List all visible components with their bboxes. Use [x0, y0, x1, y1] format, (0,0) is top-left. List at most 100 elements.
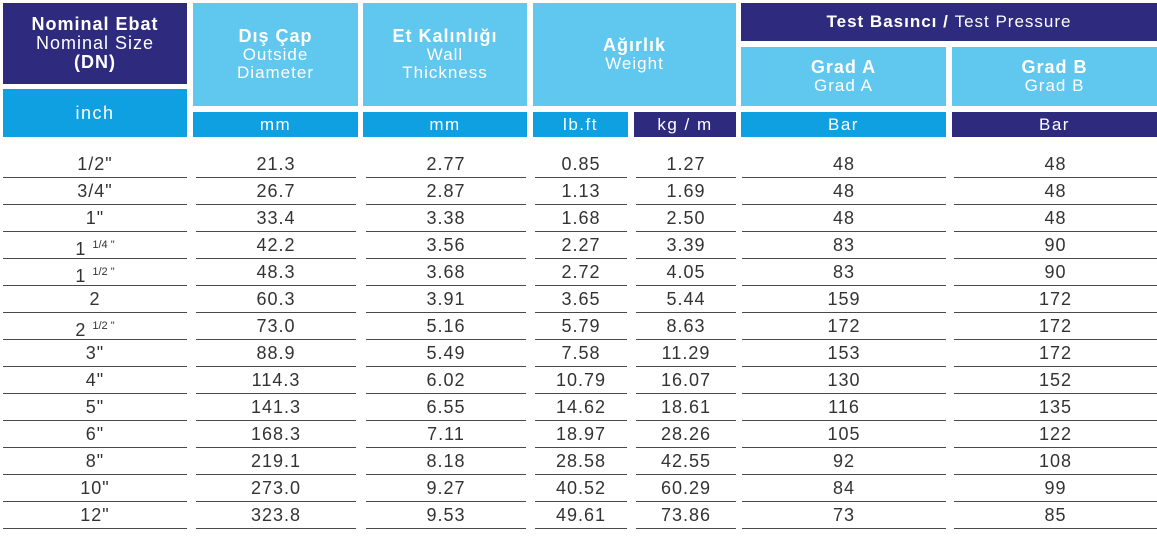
cell-nominal-size: 2	[3, 286, 187, 313]
cell-wall-thickness: 3.68	[366, 259, 526, 286]
cell-wall-thickness: 2.77	[366, 151, 526, 178]
cell-weight-lbft: 1.68	[535, 205, 627, 232]
cell-outside-diameter: 219.1	[196, 448, 356, 475]
header-wall-thickness: Et Kalınlığı Wall Thickness	[363, 3, 527, 106]
cell-wall-thickness: 3.38	[366, 205, 526, 232]
cell-grad-b: 85	[954, 502, 1157, 529]
size-value: 1/2"	[77, 154, 113, 174]
cell-weight-kgm: 18.61	[636, 394, 736, 421]
cell-weight-lbft: 0.85	[535, 151, 627, 178]
size-value: 10"	[80, 478, 110, 498]
cell-grad-a: 73	[742, 502, 946, 529]
cell-nominal-size: 1 1/2 "	[3, 259, 187, 286]
cell-nominal-size: 3/4"	[3, 178, 187, 205]
cell-nominal-size: 5"	[3, 394, 187, 421]
cell-wall-thickness: 2.87	[366, 178, 526, 205]
cell-wall-thickness: 8.18	[366, 448, 526, 475]
size-fraction: 1/2 "	[92, 266, 115, 278]
cell-weight-lbft: 40.52	[535, 475, 627, 502]
cell-grad-a: 153	[742, 340, 946, 367]
cell-weight-lbft: 7.58	[535, 340, 627, 367]
cell-weight-kgm: 16.07	[636, 367, 736, 394]
od-title-en1: Outside	[242, 45, 309, 65]
cell-grad-b: 48	[954, 151, 1157, 178]
cell-weight-lbft: 10.79	[535, 367, 627, 394]
cell-grad-a: 130	[742, 367, 946, 394]
size-value: 1	[75, 266, 87, 286]
od-title-tr: Dış Çap	[238, 26, 313, 47]
size-value: 3/4"	[77, 181, 113, 201]
size-value: 3"	[85, 343, 105, 363]
cell-wall-thickness: 9.27	[366, 475, 526, 502]
size-value: 5"	[85, 397, 105, 417]
cell-grad-b: 172	[954, 286, 1157, 313]
cell-grad-b: 48	[954, 178, 1157, 205]
cell-grad-a: 48	[742, 205, 946, 232]
nominal-dn: (DN)	[74, 51, 116, 72]
nominal-unit: inch	[3, 89, 187, 137]
cell-outside-diameter: 33.4	[196, 205, 356, 232]
size-fraction: 1/2 "	[92, 320, 115, 332]
cell-outside-diameter: 73.0	[196, 313, 356, 340]
cell-wall-thickness: 9.53	[366, 502, 526, 529]
grad-b-title-tr: Grad B	[1021, 57, 1088, 78]
cell-wall-thickness: 3.91	[366, 286, 526, 313]
weight-title-en: Weight	[605, 54, 664, 74]
cell-weight-kgm: 42.55	[636, 448, 736, 475]
size-value: 1	[75, 239, 87, 259]
size-value: 12"	[80, 505, 110, 525]
cell-grad-a: 105	[742, 421, 946, 448]
cell-weight-kgm: 2.50	[636, 205, 736, 232]
cell-outside-diameter: 42.2	[196, 232, 356, 259]
cell-grad-a: 159	[742, 286, 946, 313]
grad-a-title-tr: Grad A	[810, 57, 877, 78]
size-value: 8"	[85, 451, 105, 471]
wall-title-tr: Et Kalınlığı	[392, 26, 498, 47]
cell-nominal-size: 12"	[3, 502, 187, 529]
cell-weight-kgm: 3.39	[636, 232, 736, 259]
cell-grad-a: 84	[742, 475, 946, 502]
cell-grad-a: 48	[742, 178, 946, 205]
header-grad-a: Grad A Grad A	[741, 47, 946, 106]
cell-grad-b: 152	[954, 367, 1157, 394]
cell-wall-thickness: 5.49	[366, 340, 526, 367]
cell-outside-diameter: 60.3	[196, 286, 356, 313]
cell-weight-kgm: 11.29	[636, 340, 736, 367]
cell-weight-kgm: 5.44	[636, 286, 736, 313]
cell-wall-thickness: 5.16	[366, 313, 526, 340]
nominal-title-en: Nominal Size	[35, 33, 155, 54]
header-outside-diameter: Dış Çap Outside Diameter	[193, 3, 358, 106]
cell-outside-diameter: 168.3	[196, 421, 356, 448]
test-title-tr: Test Basıncı	[826, 12, 938, 32]
header-grad-b: Grad B Grad B	[952, 47, 1157, 106]
cell-weight-lbft: 49.61	[535, 502, 627, 529]
wall-title-en2: Thickness	[402, 62, 488, 82]
header-weight: Ağırlık Weight	[533, 3, 736, 106]
cell-outside-diameter: 273.0	[196, 475, 356, 502]
test-title-slash: /	[937, 12, 955, 32]
cell-weight-kgm: 28.26	[636, 421, 736, 448]
cell-grad-b: 172	[954, 313, 1157, 340]
cell-grad-a: 83	[742, 232, 946, 259]
wall-title-en1: Wall	[426, 45, 464, 65]
cell-grad-b: 135	[954, 394, 1157, 421]
cell-grad-b: 108	[954, 448, 1157, 475]
test-title-en: Test Pressure	[954, 12, 1072, 32]
weight-title-tr: Ağırlık	[602, 35, 666, 56]
cell-grad-b: 90	[954, 232, 1157, 259]
cell-outside-diameter: 26.7	[196, 178, 356, 205]
cell-grad-b: 122	[954, 421, 1157, 448]
cell-outside-diameter: 88.9	[196, 340, 356, 367]
cell-grad-b: 48	[954, 205, 1157, 232]
cell-nominal-size: 10"	[3, 475, 187, 502]
cell-outside-diameter: 323.8	[196, 502, 356, 529]
cell-weight-kgm: 4.05	[636, 259, 736, 286]
cell-weight-lbft: 3.65	[535, 286, 627, 313]
cell-nominal-size: 4"	[3, 367, 187, 394]
cell-nominal-size: 8"	[3, 448, 187, 475]
cell-outside-diameter: 141.3	[196, 394, 356, 421]
cell-weight-kgm: 1.69	[636, 178, 736, 205]
od-unit: mm	[193, 112, 358, 137]
cell-grad-a: 48	[742, 151, 946, 178]
size-value: 2	[75, 320, 87, 340]
